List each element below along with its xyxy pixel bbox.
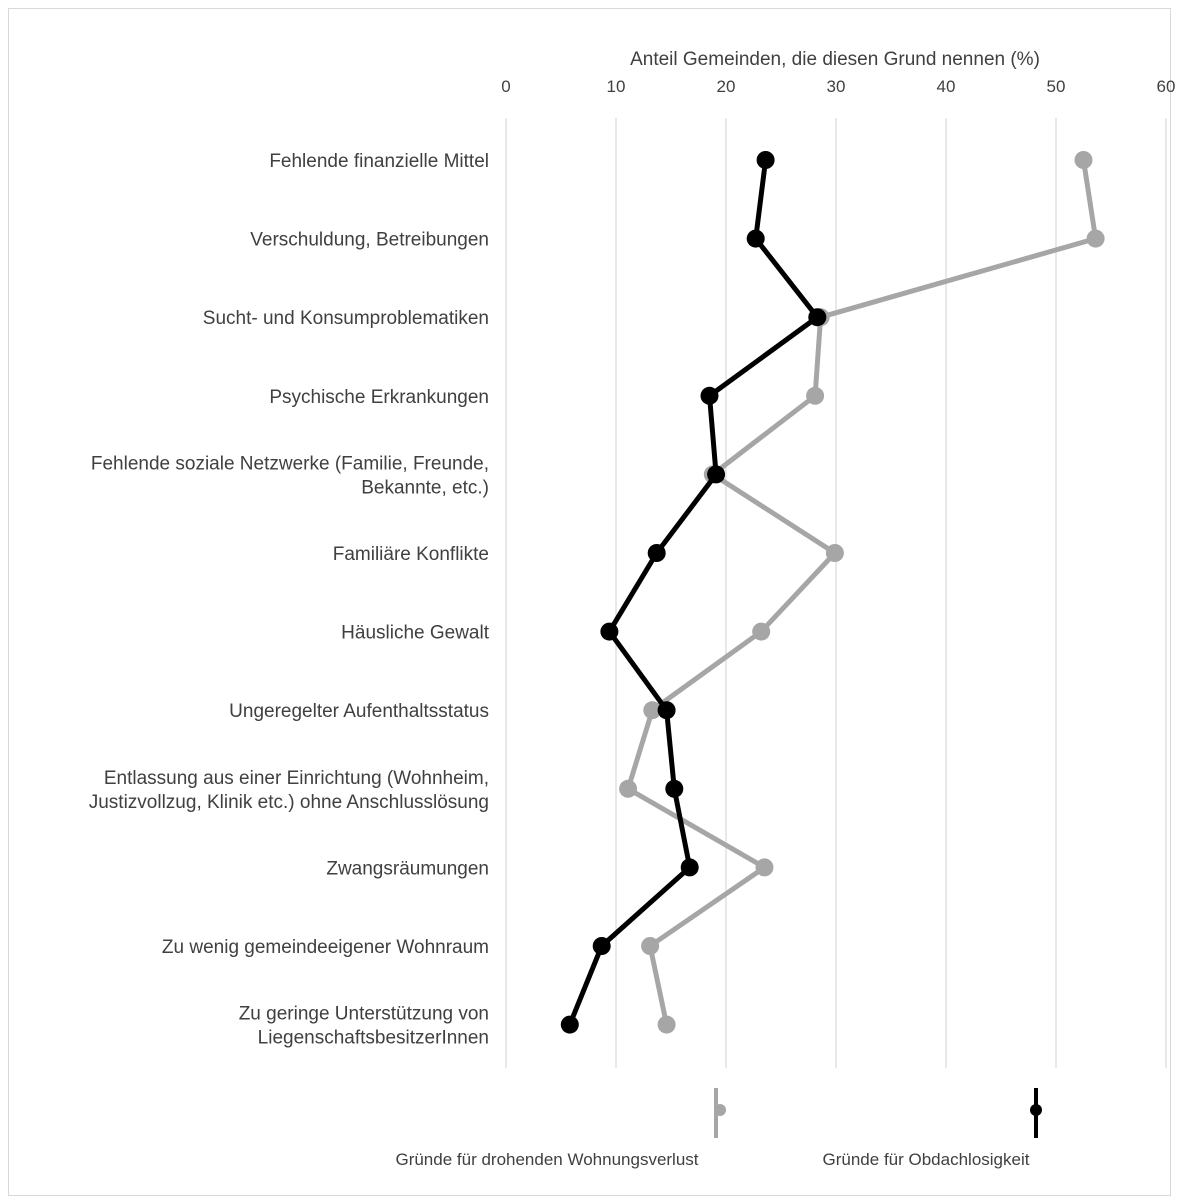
category-label: LiegenschaftsbesitzerInnen (258, 1028, 489, 1049)
legend: Gründe für drohenden Wohnungsverlust Grün… (395, 1088, 1042, 1169)
data-point (756, 151, 775, 169)
category-label: Familiäre Konflikte (333, 544, 489, 565)
category-label: Zu geringe Unterstützung von (239, 1004, 489, 1025)
data-point (560, 1015, 579, 1034)
category-label: Entlassung aus einer Einrichtung (Wohnhe… (104, 768, 489, 789)
series-line (625, 157, 1099, 1028)
x-tick-label: 20 (717, 77, 736, 96)
data-point (680, 858, 699, 877)
data-point (665, 779, 684, 798)
category-label: Psychische Erkrankungen (269, 387, 489, 408)
data-point (752, 622, 771, 641)
data-point (806, 386, 825, 405)
x-tick-label: 30 (827, 77, 846, 96)
data-point (619, 779, 638, 798)
data-point (808, 308, 827, 327)
category-label: Sucht- und Konsumproblematiken (203, 308, 489, 329)
legend-label: Gründe für Obdachlosigkeit (823, 1150, 1030, 1169)
legend-marker (1030, 1104, 1042, 1116)
legend-item: Gründe für drohenden Wohnungsverlust (395, 1088, 726, 1169)
data-point (1086, 229, 1105, 248)
legend-marker (714, 1104, 726, 1116)
data-point (592, 937, 611, 955)
series-line (567, 157, 820, 1028)
category-label: Bekannte, etc.) (361, 477, 489, 498)
category-label: Fehlende finanzielle Mittel (269, 151, 489, 172)
data-point (657, 701, 676, 720)
legend-label: Gründe für drohenden Wohnungsverlust (395, 1150, 698, 1169)
gridlines (505, 118, 1167, 1068)
data-point (641, 937, 660, 955)
x-axis-title: Anteil Gemeinden, die diesen Grund nenne… (630, 49, 1040, 70)
x-tick-label: 40 (937, 77, 956, 96)
series-2 (560, 151, 827, 1034)
category-label: Justizvollzug, Klinik etc.) ohne Anschlu… (89, 792, 489, 813)
series-1 (619, 151, 1105, 1034)
category-label: Häusliche Gewalt (341, 623, 490, 644)
category-label: Zwangsräumungen (326, 858, 489, 879)
category-label: Fehlende soziale Netzwerke (Familie, Fre… (91, 453, 489, 474)
data-point (755, 858, 774, 877)
category-labels: Fehlende finanzielle Mittel Verschuldung,… (89, 151, 490, 1049)
data-point (700, 386, 719, 405)
category-label: Zu wenig gemeindeeigener Wohnraum (162, 937, 489, 958)
data-point (746, 229, 765, 248)
x-tick-label: 0 (501, 77, 510, 96)
category-label: Ungeregelter Aufenthaltsstatus (229, 701, 489, 722)
data-point (825, 544, 844, 562)
x-tick-label: 10 (607, 77, 626, 96)
data-point (657, 1015, 676, 1034)
data-point (1074, 151, 1093, 169)
data-point (647, 544, 666, 562)
x-tick-label: 60 (1157, 77, 1176, 96)
category-label: Verschuldung, Betreibungen (250, 230, 489, 251)
data-point (643, 701, 662, 720)
data-point (600, 622, 619, 641)
data-point (707, 465, 726, 484)
series-lines (560, 151, 1105, 1034)
x-tick-label: 50 (1047, 77, 1066, 96)
legend-item: Gründe für Obdachlosigkeit (823, 1088, 1042, 1169)
chart-frame (8, 8, 1171, 1196)
x-tick-labels: 0 10 20 30 40 50 60 (501, 77, 1175, 96)
